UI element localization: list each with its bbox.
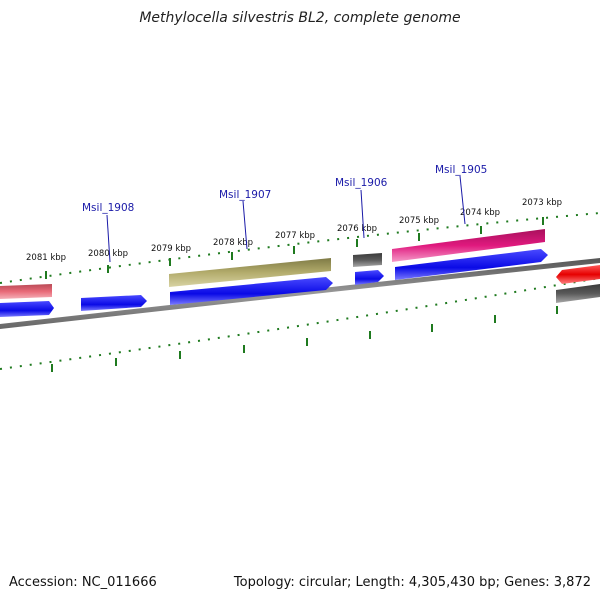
leader-line (459, 175, 466, 225)
cds-arrow-msil1908[interactable] (81, 295, 147, 311)
tick-label: 2074 kbp (460, 208, 500, 218)
gene-label: Msil_1907 (219, 189, 271, 201)
genome-backbone (0, 258, 600, 329)
gene-label: Msil_1905 (435, 164, 487, 176)
gene-label: Msil_1906 (335, 177, 388, 189)
cds-arrow-msil1905[interactable] (395, 249, 548, 280)
figure-title: Methylocella silvestris BL2, complete ge… (139, 10, 461, 26)
gene-label-leaders (106, 175, 466, 263)
genome-summary-text: Topology: circular; Length: 4,305,430 bp… (233, 575, 591, 590)
tick-label: 2073 kbp (522, 198, 562, 208)
tick-labels: 2081 kbp 2080 kbp 2079 kbp 2078 kbp 2077… (26, 198, 562, 263)
accession-text: Accession: NC_011666 (9, 575, 157, 590)
cds-arrow-msil1906[interactable] (355, 270, 384, 285)
cds-arrow-msil1907[interactable] (170, 277, 333, 305)
tick-label: 2079 kbp (151, 244, 191, 254)
gene-label: Msil_1908 (82, 202, 134, 214)
feature-magenta-msil1905[interactable] (392, 229, 545, 262)
feature-red[interactable] (556, 265, 600, 284)
inner-ruler (0, 277, 600, 370)
outer-ruler-ticks (45, 217, 544, 279)
cds-arrow[interactable] (0, 301, 54, 317)
feature-olive[interactable] (169, 258, 331, 287)
tick-label: 2076 kbp (337, 224, 377, 234)
leader-line (360, 189, 365, 239)
tick-label: 2078 kbp (213, 238, 253, 248)
tick-label: 2080 kbp (88, 249, 128, 259)
tick-label: 2075 kbp (399, 216, 439, 226)
leader-line (106, 214, 111, 263)
feature-pseudogene[interactable] (0, 284, 52, 299)
leader-line (242, 200, 248, 250)
inner-ruler-ticks (51, 306, 558, 372)
tick-label: 2077 kbp (275, 231, 315, 241)
tick-label: 2081 kbp (26, 253, 66, 263)
gene-labels: Msil_1908 Msil_1907 Msil_1906 Msil_1905 (82, 164, 487, 214)
feature-gray-msil1906[interactable] (353, 253, 382, 267)
feature-gray-right[interactable] (556, 284, 600, 303)
